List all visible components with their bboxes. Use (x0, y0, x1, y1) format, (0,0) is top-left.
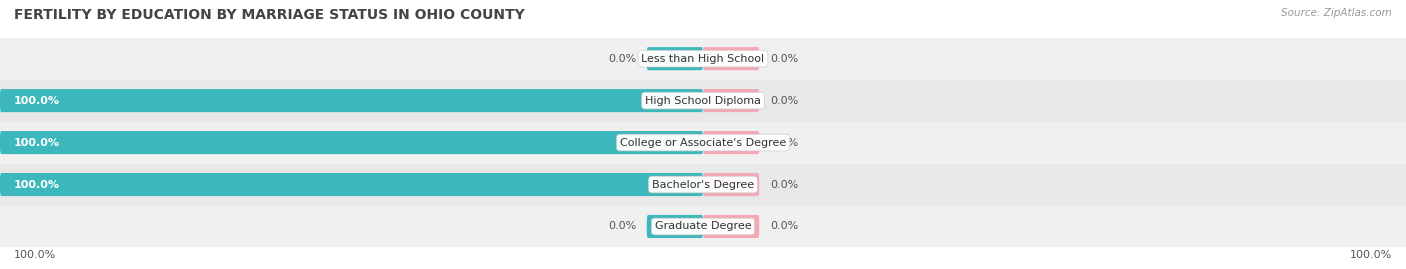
Text: 100.0%: 100.0% (14, 95, 60, 106)
Text: 0.0%: 0.0% (607, 54, 637, 64)
FancyBboxPatch shape (0, 89, 703, 112)
Bar (0, 206, 1406, 247)
Text: 0.0%: 0.0% (607, 221, 637, 232)
Text: FERTILITY BY EDUCATION BY MARRIAGE STATUS IN OHIO COUNTY: FERTILITY BY EDUCATION BY MARRIAGE STATU… (14, 8, 524, 22)
FancyBboxPatch shape (703, 131, 759, 154)
Text: 0.0%: 0.0% (770, 54, 799, 64)
Bar (0, 80, 1406, 122)
Text: College or Associate's Degree: College or Associate's Degree (620, 137, 786, 148)
Bar (0, 38, 1406, 80)
FancyBboxPatch shape (703, 215, 759, 238)
FancyBboxPatch shape (647, 47, 703, 70)
Text: Source: ZipAtlas.com: Source: ZipAtlas.com (1281, 8, 1392, 18)
Bar (0, 122, 1406, 164)
Text: 0.0%: 0.0% (770, 221, 799, 232)
Text: Graduate Degree: Graduate Degree (655, 221, 751, 232)
FancyBboxPatch shape (703, 173, 759, 196)
Text: 100.0%: 100.0% (14, 137, 60, 148)
Text: 100.0%: 100.0% (14, 179, 60, 190)
Text: 0.0%: 0.0% (770, 95, 799, 106)
FancyBboxPatch shape (0, 131, 703, 154)
Text: 0.0%: 0.0% (770, 137, 799, 148)
Text: 0.0%: 0.0% (770, 179, 799, 190)
Text: 100.0%: 100.0% (14, 250, 56, 260)
FancyBboxPatch shape (703, 47, 759, 70)
Text: 100.0%: 100.0% (1350, 250, 1392, 260)
FancyBboxPatch shape (703, 89, 759, 112)
Text: High School Diploma: High School Diploma (645, 95, 761, 106)
FancyBboxPatch shape (0, 173, 703, 196)
Text: Bachelor's Degree: Bachelor's Degree (652, 179, 754, 190)
FancyBboxPatch shape (647, 215, 703, 238)
Bar (0, 164, 1406, 206)
Text: Less than High School: Less than High School (641, 54, 765, 64)
